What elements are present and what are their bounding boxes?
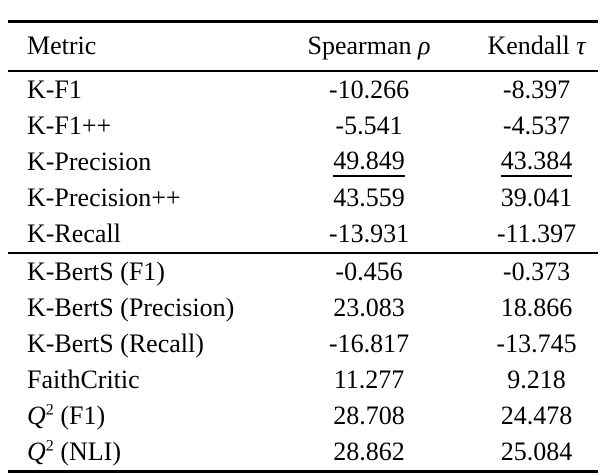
kendall-value-cell: 9.218 [507,364,566,394]
metric-cell: Q2 (F1) [8,398,263,434]
col-header-metric: Metric [8,21,263,72]
kendall-value-cell: -0.373 [502,256,571,286]
kendall-value-cell: 18.866 [500,292,573,322]
kendall-value-cell: -8.397 [502,74,571,104]
underlined-best-value: 49.849 [333,146,405,177]
spearman-value-cell: -0.456 [335,256,403,286]
spearman-value-cell: 23.083 [333,292,405,322]
spearman-value-cell: 43.559 [333,182,405,212]
text-part: Spearman [307,31,418,61]
text-part: K-F1++ [27,110,112,140]
text-part: (F1) [53,400,106,430]
kendall-value-cell: 43.384 [475,144,598,180]
kendall-value-cell: -4.537 [502,110,571,140]
table-row: K-BertS (Precision) 23.083 18.866 [8,290,598,326]
greek-symbol: ρ [417,31,431,61]
text-part: (NLI) [53,436,121,466]
text-part: K-Recall [27,218,121,248]
kendall-value-cell: -11.397 [496,218,577,248]
metric-cell: K-BertS (Precision) [8,290,263,326]
superscript: 2 [45,401,54,419]
table-row: K-Recall -13.931 -11.397 [8,216,598,253]
text-part: K-Precision [27,146,152,176]
table-section-2: K-BertS (F1) -0.456 -0.373 K-BertS (Precisi… [8,253,598,472]
col-header-spearman: Spearman ρ [263,21,475,72]
kendall-value-cell: 39.041 [500,182,573,212]
text-part: Q [27,400,46,430]
table-row: K-F1++ -5.541 -4.537 [8,108,598,144]
text-part: K-BertS (Recall) [27,328,204,358]
underlined-best-value: 43.384 [500,146,573,177]
spearman-value-cell: 49.849 [263,144,475,180]
table-row: Q2 (F1) 28.708 24.478 [8,398,598,434]
metric-cell: K-F1 [8,71,263,108]
table-row: K-BertS (Recall) -16.817 -13.745 [8,326,598,362]
table-row: K-F1 -10.266 -8.397 [8,71,598,108]
spearman-value-cell: -13.931 [328,218,410,248]
spearman-value-cell: -16.817 [328,328,410,358]
superscript: 2 [45,437,54,455]
greek-symbol: τ [576,31,586,61]
table-row: K-Precision++ 43.559 39.041 [8,180,598,216]
text-part: Q [27,436,46,466]
spearman-value-cell: 11.277 [333,364,405,394]
kendall-value-cell: -13.745 [496,328,577,358]
metric-cell: K-BertS (Recall) [8,326,263,362]
table-row: Q2 (NLI) 28.862 25.084 [8,434,598,472]
text-part: K-Precision++ [27,182,181,212]
metric-cell: K-BertS (F1) [8,253,263,290]
text-part: K-F1 [27,74,82,104]
text-part: K-BertS (Precision) [27,292,235,322]
text-part: Metric [27,31,97,61]
spearman-value-cell: 28.708 [333,400,405,430]
col-header-kendall: Kendall τ [475,21,598,72]
text-part: Kendall [487,31,577,61]
text-part: FaithCritic [27,364,140,394]
kendall-value-cell: 24.478 [500,400,573,430]
header-row: Metric Spearman ρ Kendall τ [8,21,598,72]
table-row: FaithCritic 11.277 9.218 [8,362,598,398]
table-row: K-Precision 49.849 43.384 [8,144,598,180]
correlation-results-table: Metric Spearman ρ Kendall τ K-F1 -10.266 -8.… [8,20,598,473]
metric-cell: K-F1++ [8,108,263,144]
metric-cell: K-Precision [8,144,263,180]
metric-cell: Q2 (NLI) [8,434,263,472]
metric-cell: K-Precision++ [8,180,263,216]
metric-cell: K-Recall [8,216,263,253]
spearman-value-cell: -5.541 [335,110,403,140]
table-header: Metric Spearman ρ Kendall τ [8,21,598,72]
table-row: K-BertS (F1) -0.456 -0.373 [8,253,598,290]
metric-cell: FaithCritic [8,362,263,398]
text-part: K-BertS (F1) [27,256,165,286]
spearman-value-cell: 28.862 [333,436,405,466]
spearman-value-cell: -10.266 [328,74,410,104]
kendall-value-cell: 25.084 [500,436,573,466]
table-section-1: K-F1 -10.266 -8.397 K-F1++ -5.541 -4.537 K-Pre… [8,71,598,253]
